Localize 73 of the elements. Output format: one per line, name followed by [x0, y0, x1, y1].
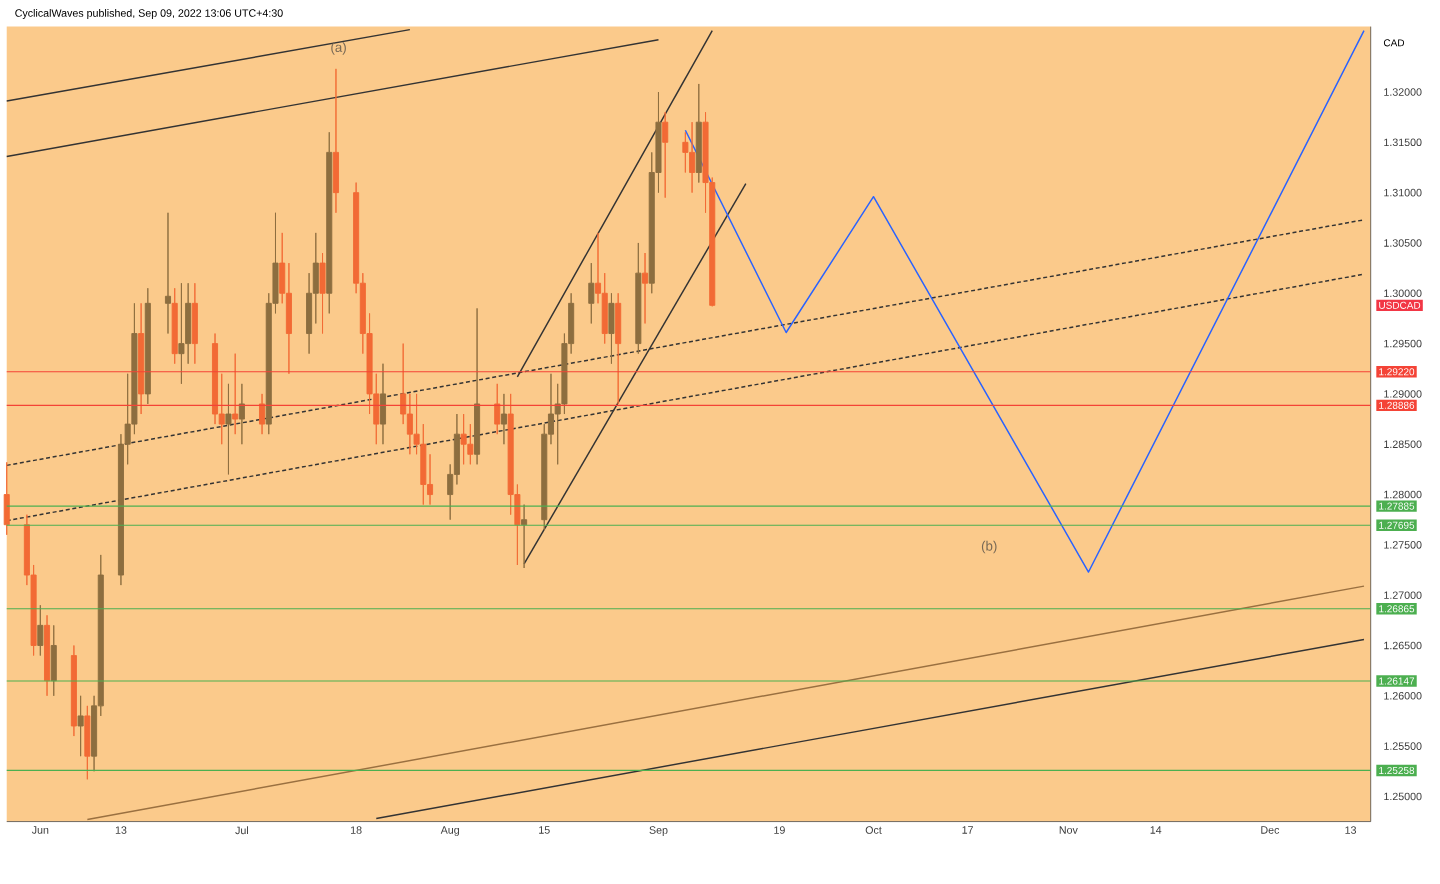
y-tick-label: 1.25000	[1384, 792, 1422, 801]
ref-line-label: 1.27885	[1379, 502, 1415, 510]
candlestick	[474, 307, 481, 465]
y-tick-label: 1.27000	[1384, 591, 1422, 599]
candlestick	[494, 383, 501, 435]
y-tick-label: 1.31500	[1384, 138, 1422, 147]
candlestick	[77, 695, 84, 757]
x-tick-label: 19	[774, 826, 785, 834]
x-tick-label: Oct	[865, 826, 882, 834]
candlestick	[144, 287, 151, 405]
ref-line-label: 1.26865	[1379, 605, 1415, 613]
candlestick	[662, 111, 669, 199]
candlestick	[225, 383, 232, 475]
candlestick	[259, 393, 266, 435]
candlestick	[615, 292, 622, 405]
y-tick-label: 1.25500	[1384, 742, 1422, 750]
y-tick-label: 1.26500	[1384, 641, 1422, 650]
ref-line-label: 1.28886	[1379, 401, 1415, 409]
x-tick-label: 14	[1150, 826, 1162, 834]
candlestick	[171, 287, 178, 365]
candlestick	[191, 282, 198, 365]
candlestick	[635, 242, 642, 355]
y-tick-label: 1.28500	[1384, 440, 1422, 448]
candlestick	[500, 393, 507, 445]
x-tick-label: 13	[1345, 826, 1357, 834]
y-tick-label: 1.32000	[1384, 88, 1422, 96]
candlestick	[326, 131, 333, 314]
y-tick-label: 1.31000	[1384, 188, 1422, 197]
candlestick	[50, 624, 57, 697]
y-tick-label: 1.29000	[1384, 390, 1422, 398]
text: USDCAD	[1379, 301, 1421, 309]
candlestick	[138, 302, 145, 415]
x-tick-label: 17	[962, 826, 973, 834]
y-tick-label: 1.29500	[1384, 339, 1422, 348]
candlestick	[608, 292, 615, 365]
y-tick-label: 1.26000	[1384, 692, 1422, 700]
x-tick-label: Aug	[440, 826, 459, 836]
y-tick-label: 1.28000	[1384, 490, 1422, 499]
ref-line-label: 1.26147	[1379, 677, 1415, 685]
x-tick-label: Jul	[235, 826, 248, 835]
y-tick-label: 1.27500	[1384, 541, 1422, 549]
ref-line-label: 1.27695	[1379, 521, 1415, 529]
y-tick-label: 1.30000	[1384, 289, 1422, 298]
x-tick-label: Sep	[649, 826, 668, 836]
x-tick-label: Dec	[1261, 826, 1280, 834]
ref-line-label: 1.29220	[1379, 368, 1415, 376]
candlestick	[70, 645, 77, 737]
candlestick	[44, 614, 51, 697]
candlestick	[37, 604, 44, 657]
x-tick-label: 15	[539, 826, 550, 834]
chart-title: CyclicalWaves published, Sep 09, 2022 13:06 UTC+4:30	[15, 9, 283, 19]
y-tick-label: 1.30500	[1384, 239, 1422, 247]
candlestick	[379, 363, 387, 445]
line-series	[684, 29, 1365, 573]
ref-line-label: 1.25258	[1379, 766, 1415, 775]
annotation: (b)	[981, 540, 997, 554]
candlestick	[332, 68, 339, 214]
candlestick	[642, 252, 649, 324]
candlestick	[164, 212, 172, 334]
annotation: (a)	[331, 42, 346, 55]
x-tick-label: 18	[351, 826, 362, 834]
x-tick-label: Nov	[1059, 826, 1078, 834]
candlestick	[695, 83, 702, 184]
candlestick	[84, 705, 91, 780]
x-tick-label: 13	[115, 826, 127, 834]
candlestick	[238, 383, 245, 445]
candlestick	[521, 504, 528, 569]
y-axis-title: CAD	[1383, 39, 1405, 47]
candlestick	[319, 252, 326, 334]
candlestick	[232, 353, 239, 435]
x-tick-label: Jun	[31, 826, 49, 834]
candlestick	[3, 461, 10, 536]
candlestick	[588, 262, 595, 324]
